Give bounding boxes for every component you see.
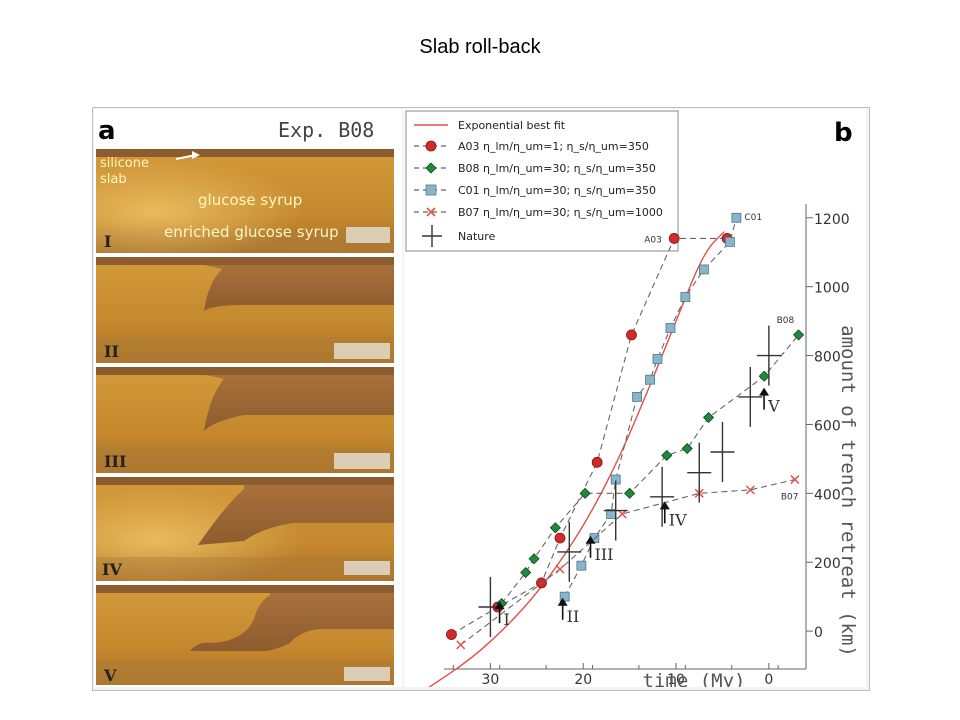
stage-photo-1: silicone slab glucose syrup enriched glu… [96, 149, 394, 253]
y-axis-title: amount of trench retreat (km) [837, 325, 859, 657]
point-c01 [576, 560, 587, 571]
panel-a-letter: a [98, 116, 116, 146]
point-b08 [624, 487, 636, 499]
legend-label-fit: Exponential best fit [458, 119, 566, 132]
legend-label-b08: B08 η_lm/η_um=30; η_s/η_um=350 [458, 162, 656, 175]
point-b07 [617, 509, 627, 519]
stage-photo-4: IV [96, 477, 394, 581]
point-a03 [668, 233, 680, 244]
point-b08 [549, 522, 561, 534]
series-label-b07: B07 [781, 493, 799, 503]
legend-item-nature: Nature [422, 225, 496, 247]
legend-item-b08: B08 η_lm/η_um=30; η_s/η_um=350 [414, 162, 656, 175]
stage-label: I [104, 232, 111, 251]
point-c01 [731, 212, 742, 223]
point-c01 [652, 354, 663, 364]
stage-arrow-label: I [504, 610, 510, 629]
stage-arrow-label: II [567, 607, 580, 626]
point-b08 [579, 487, 591, 499]
slab-label-line1: silicone [100, 156, 149, 171]
point-b08 [661, 449, 673, 462]
chart-legend: Exponential best fit A03 η_lm/η_um=1; η_… [405, 110, 679, 252]
legend-label-a03: A03 η_lm/η_um=1; η_s/η_um=350 [458, 140, 649, 153]
stage-arrowhead [659, 501, 670, 510]
point-c01 [645, 374, 655, 385]
y-tick-label: 1200 [814, 212, 850, 228]
point-c01 [698, 264, 709, 275]
x-axis-title: time (My) [643, 670, 746, 687]
legend-label-nature: Nature [458, 230, 496, 243]
point-c01 [632, 391, 642, 402]
legend-item-c01: C01 η_lm/η_um=30; η_s/η_um=350 [414, 184, 656, 197]
point-c01 [665, 323, 676, 333]
stage-photo-3: III [96, 367, 394, 473]
point-a03 [591, 456, 603, 468]
legend-label-c01: C01 η_lm/η_um=30; η_s/η_um=350 [458, 184, 656, 197]
y-axis-ticks: 0 200 400 600 800 1000 1200 [806, 212, 850, 641]
stage-label: II [104, 342, 119, 361]
stage-arrowhead [557, 597, 568, 606]
series-label-b08: B08 [777, 316, 795, 326]
legend-item-fit: Exponential best fit [414, 119, 566, 132]
point-a03 [446, 629, 457, 640]
y-tick-label: 0 [814, 625, 823, 641]
series-label-a03: A03 [644, 235, 662, 245]
series-line-b07 [460, 479, 795, 646]
stage-label: IV [102, 560, 122, 579]
x-tick-label: 10 [667, 672, 685, 687]
point-c01 [680, 292, 691, 302]
stage-arrow-label: V [767, 397, 780, 416]
legend-item-b07: B07 η_lm/η_um=30; η_s/η_um=1000 [414, 206, 663, 219]
point-b08 [520, 566, 532, 579]
panel-b-letter: b [834, 118, 853, 148]
enriched-syrup-label: enriched glucose syrup [164, 223, 339, 241]
point-b08 [702, 411, 715, 424]
stage-arrowhead [759, 387, 770, 396]
stage-label: III [104, 452, 126, 471]
x-axis-ticks: 30 20 10 0 [452, 663, 779, 687]
stage-photo-5: V [96, 585, 394, 685]
point-b07 [790, 475, 800, 485]
point-b08 [528, 553, 540, 565]
slide-title: Slab roll-back [419, 36, 541, 58]
stage-label: V [103, 666, 117, 685]
stage-arrow-label: IV [669, 510, 687, 529]
point-b08 [681, 442, 693, 455]
point-b07 [456, 640, 466, 650]
point-c01 [724, 236, 735, 247]
y-tick-label: 600 [814, 418, 841, 434]
point-b07 [555, 564, 565, 574]
legend-label-b07: B07 η_lm/η_um=30; η_s/η_um=1000 [458, 206, 663, 219]
point-b07 [745, 485, 755, 495]
experiment-label: Exp. B08 [278, 118, 374, 142]
point-b08 [793, 329, 805, 341]
y-tick-label: 1000 [814, 281, 850, 297]
trench-retreat-chart: b Exponential best fit A03 η_lm/η_um=1; … [404, 109, 866, 687]
y-tick-label: 400 [814, 487, 841, 503]
slab-label-line2: slab [100, 172, 127, 187]
stage-arrowhead [585, 535, 596, 544]
point-a03 [554, 532, 566, 544]
x-tick-label: 20 [574, 672, 592, 687]
x-tick-label: 0 [764, 672, 773, 687]
stage-arrowhead [494, 601, 505, 610]
x-tick-label: 30 [481, 672, 499, 687]
stage-photo-2: II [96, 257, 394, 363]
legend-item-a03: A03 η_lm/η_um=1; η_s/η_um=350 [414, 140, 649, 153]
y-tick-label: 800 [814, 350, 841, 366]
syrup-label: glucose syrup [198, 191, 302, 209]
stage-arrow-label: III [595, 545, 614, 564]
point-b08 [758, 370, 770, 382]
point-a03 [626, 329, 637, 341]
series-label-c01: C01 [744, 213, 762, 223]
y-tick-label: 200 [814, 556, 841, 572]
experiment-photo-panel: a Exp. B08 silicone slab glucose syrup e… [94, 109, 402, 687]
